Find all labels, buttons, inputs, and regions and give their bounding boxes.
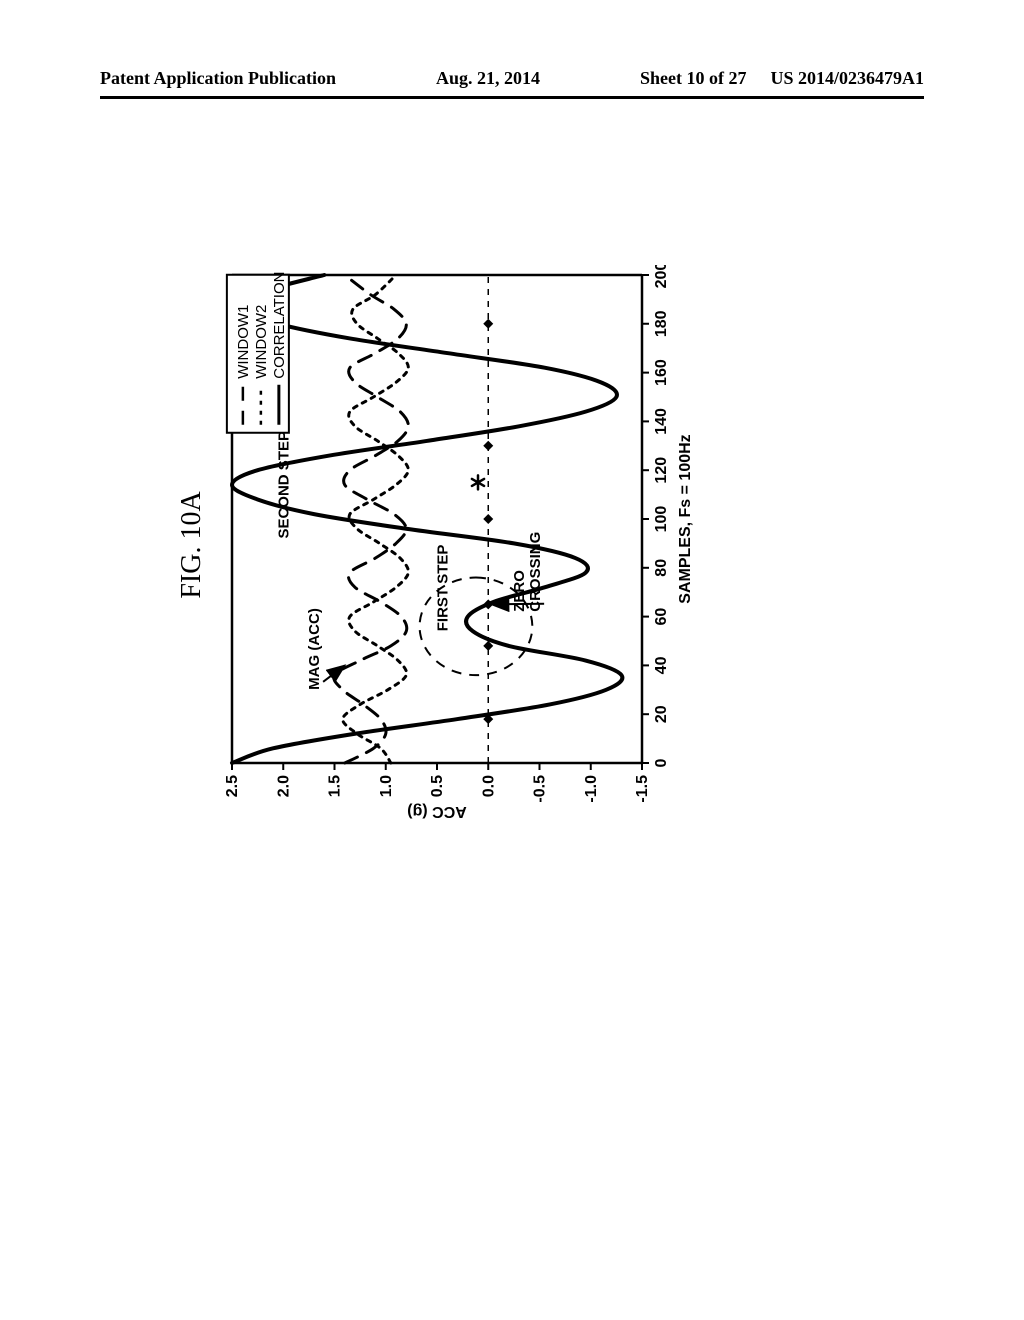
- page-header: Patent Application Publication Aug. 21, …: [0, 68, 1024, 89]
- figure-title: FIG. 10A: [176, 265, 208, 825]
- zero-crossing-marker: [483, 441, 493, 451]
- annot-second-step: SECOND STEP: [275, 431, 292, 539]
- annot-zero-crossing: CROSSING: [527, 532, 544, 612]
- sheet-number: Sheet 10 of 27: [640, 68, 771, 89]
- x-tick-label: 160: [653, 359, 670, 386]
- legend-label: WINDOW1: [235, 305, 252, 379]
- x-tick-label: 140: [653, 408, 670, 435]
- y-tick-label: 2.5: [224, 775, 241, 797]
- x-tick-label: 0: [653, 758, 670, 767]
- star-marker: [472, 475, 484, 489]
- y-tick-label: 2.0: [275, 775, 292, 797]
- annot-mag-acc: MAG (ACC): [306, 608, 323, 690]
- y-tick-label: -1.0: [583, 775, 600, 803]
- y-tick-label: 1.5: [327, 775, 344, 797]
- y-tick-label: 0.0: [480, 775, 497, 797]
- y-tick-label: 0.5: [429, 775, 446, 797]
- y-axis-label: ACC (g): [407, 803, 467, 820]
- figure-area: FIG. 10A 020406080100120140160180200-1.5…: [222, 265, 782, 825]
- x-tick-label: 180: [653, 310, 670, 337]
- publication-number: US 2014/0236479A1: [770, 68, 924, 89]
- publication-date: Aug. 21, 2014: [336, 68, 640, 89]
- x-tick-label: 60: [653, 608, 670, 626]
- y-tick-label: -1.5: [634, 775, 651, 803]
- zero-crossing-marker: [483, 319, 493, 329]
- x-tick-label: 120: [653, 457, 670, 484]
- annot-zero-crossing: ZERO: [511, 570, 528, 612]
- x-axis-label: SAMPLES, Fs = 100Hz: [677, 434, 694, 603]
- publication-type: Patent Application Publication: [100, 68, 336, 89]
- zero-crossing-marker: [483, 514, 493, 524]
- legend-label: WINDOW2: [253, 305, 270, 379]
- x-tick-label: 40: [653, 656, 670, 674]
- x-tick-label: 20: [653, 705, 670, 723]
- chart-svg: 0 20 40 60 80 100 120 140 160 180 200 -1.5 -1.0 -0.5 0…: [222, 265, 702, 825]
- legend-label: CORRELATION: [271, 272, 288, 379]
- x-tick-label: 200: [653, 265, 670, 288]
- annot-first-step: FIRST STEP: [434, 545, 451, 632]
- annot-arrow-zero-crossing: [491, 604, 544, 605]
- x-tick-label: 100: [653, 506, 670, 533]
- y-tick-label: 1.0: [378, 775, 395, 797]
- header-rule: [100, 96, 924, 99]
- x-tick-label: 80: [653, 559, 670, 577]
- y-tick-label: -0.5: [532, 775, 549, 803]
